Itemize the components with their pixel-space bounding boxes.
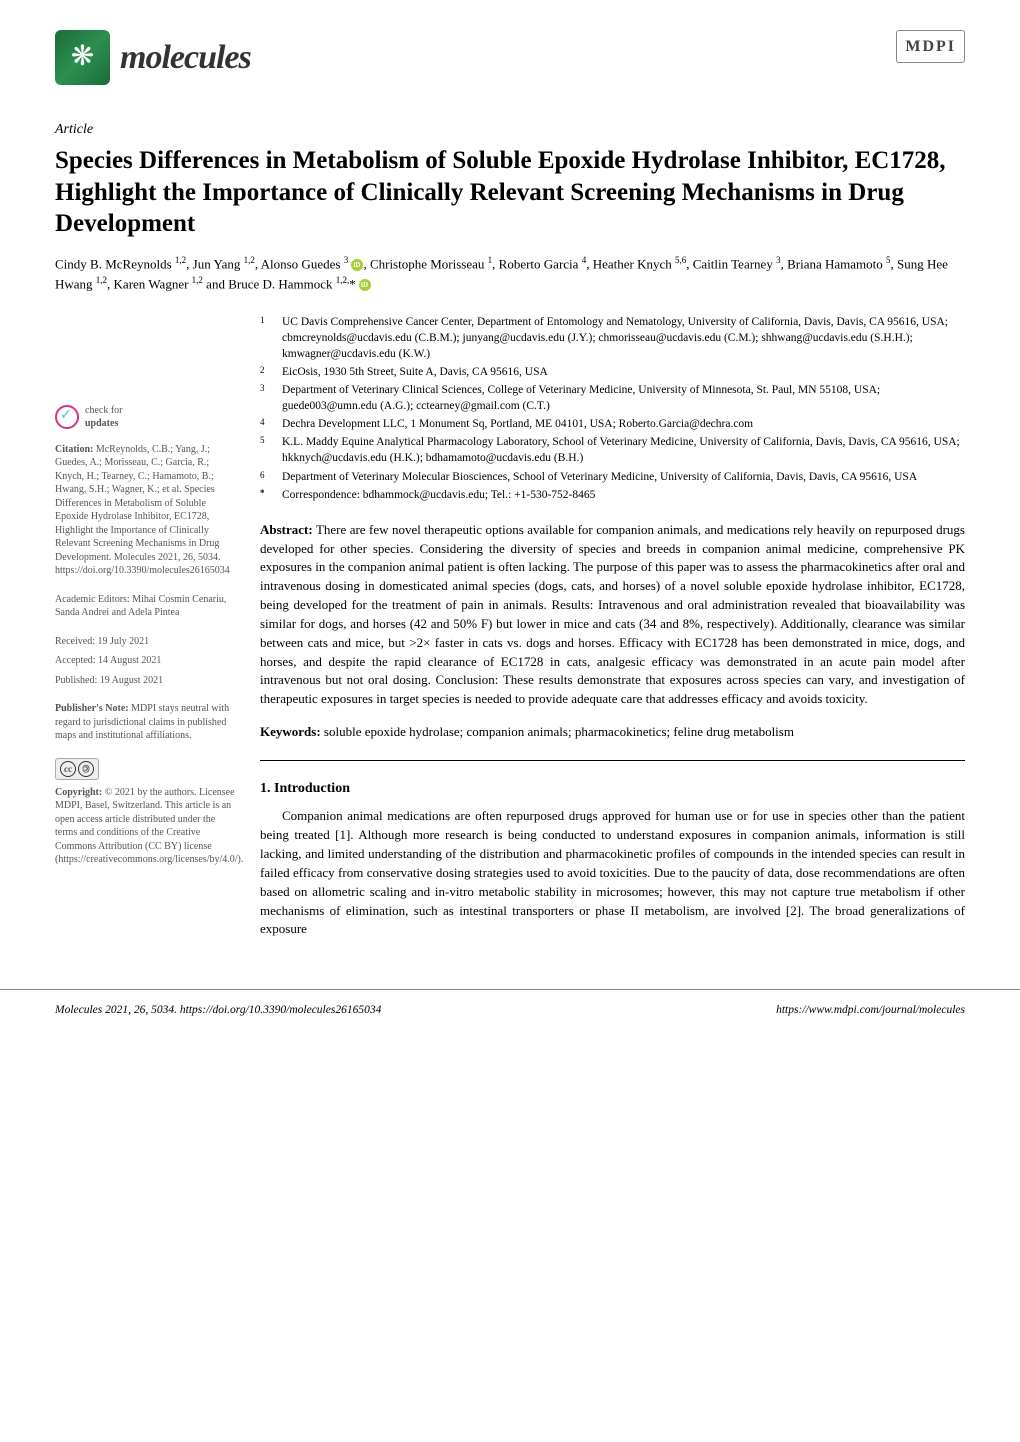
affiliation-row: 2EicOsis, 1930 5th Street, Suite A, Davi…	[260, 364, 965, 380]
publisher-logo: MDPI	[896, 30, 965, 63]
dates-block: Received: 19 July 2021 Accepted: 14 Augu…	[55, 635, 235, 688]
accepted-label: Accepted:	[55, 655, 96, 666]
cc-badge: cc 🄯	[55, 758, 99, 780]
content-area: Article Species Differences in Metabolis…	[0, 95, 1020, 969]
published-date: 19 August 2021	[100, 675, 163, 686]
by-icon: 🄯	[78, 761, 94, 777]
affiliation-row: 1UC Davis Comprehensive Cancer Center, D…	[260, 314, 965, 362]
affiliation-row: 3Department of Veterinary Clinical Scien…	[260, 382, 965, 414]
authors-list: Cindy B. McReynolds 1,2, Jun Yang 1,2, A…	[55, 254, 965, 294]
publishers-note-block: Publisher's Note: MDPI stays neutral wit…	[55, 702, 235, 743]
page-footer: Molecules 2021, 26, 5034. https://doi.or…	[0, 989, 1020, 1049]
journal-logo-icon: ❋	[55, 30, 110, 85]
abstract-label: Abstract:	[260, 522, 313, 537]
page-header: ❋ molecules MDPI	[0, 0, 1020, 95]
section-heading-intro: 1. Introduction	[260, 779, 965, 799]
check-updates[interactable]: check forupdates	[55, 404, 235, 431]
check-updates-label: check forupdates	[85, 404, 122, 431]
section-divider	[260, 760, 965, 761]
citation-block: Citation: McReynolds, C.B.; Yang, J.; Gu…	[55, 443, 235, 578]
article-title: Species Differences in Metabolism of Sol…	[55, 145, 965, 239]
check-updates-icon	[55, 405, 79, 429]
accepted-date: 14 August 2021	[98, 655, 161, 666]
orcid-icon	[359, 279, 371, 291]
received-date: 19 July 2021	[97, 636, 149, 647]
footer-citation: Molecules 2021, 26, 5034. https://doi.or…	[55, 1002, 381, 1019]
intro-paragraph: Companion animal medications are often r…	[260, 807, 965, 939]
affiliation-row: 6Department of Veterinary Molecular Bios…	[260, 469, 965, 485]
main-column: 1UC Davis Comprehensive Cancer Center, D…	[260, 314, 965, 940]
footer-journal-url: https://www.mdpi.com/journal/molecules	[776, 1002, 965, 1019]
affiliation-row: 5K.L. Maddy Equine Analytical Pharmacolo…	[260, 434, 965, 466]
received-label: Received:	[55, 636, 95, 647]
keywords-label: Keywords:	[260, 724, 321, 739]
cc-icon: cc	[60, 761, 76, 777]
affiliation-row: 4Dechra Development LLC, 1 Monument Sq, …	[260, 416, 965, 432]
publishers-note-label: Publisher's Note:	[55, 703, 129, 714]
journal-brand: ❋ molecules	[55, 30, 251, 85]
sidebar: check forupdates Citation: McReynolds, C…	[55, 314, 235, 940]
editors-block: Academic Editors: Mihai Cosmin Cenariu, …	[55, 593, 235, 620]
article-type: Article	[55, 120, 965, 140]
keywords: Keywords: soluble epoxide hydrolase; com…	[260, 723, 965, 742]
published-label: Published:	[55, 675, 97, 686]
abstract-text: There are few novel therapeutic options …	[260, 522, 965, 707]
journal-name: molecules	[120, 33, 251, 82]
editors-label: Academic Editors:	[55, 594, 130, 605]
citation-label: Citation:	[55, 444, 93, 455]
two-column-layout: check forupdates Citation: McReynolds, C…	[55, 314, 965, 940]
abstract: Abstract: There are few novel therapeuti…	[260, 521, 965, 709]
citation-text: McReynolds, C.B.; Yang, J.; Guedes, A.; …	[55, 444, 230, 577]
copyright-block: cc 🄯 Copyright: © 2021 by the authors. L…	[55, 758, 235, 867]
orcid-icon	[351, 259, 363, 271]
copyright-text: © 2021 by the authors. Licensee MDPI, Ba…	[55, 787, 243, 866]
keywords-text: soluble epoxide hydrolase; companion ani…	[324, 724, 794, 739]
affiliation-row: *Correspondence: bdhammock@ucdavis.edu; …	[260, 487, 965, 503]
affiliations: 1UC Davis Comprehensive Cancer Center, D…	[260, 314, 965, 503]
copyright-label: Copyright:	[55, 787, 102, 798]
